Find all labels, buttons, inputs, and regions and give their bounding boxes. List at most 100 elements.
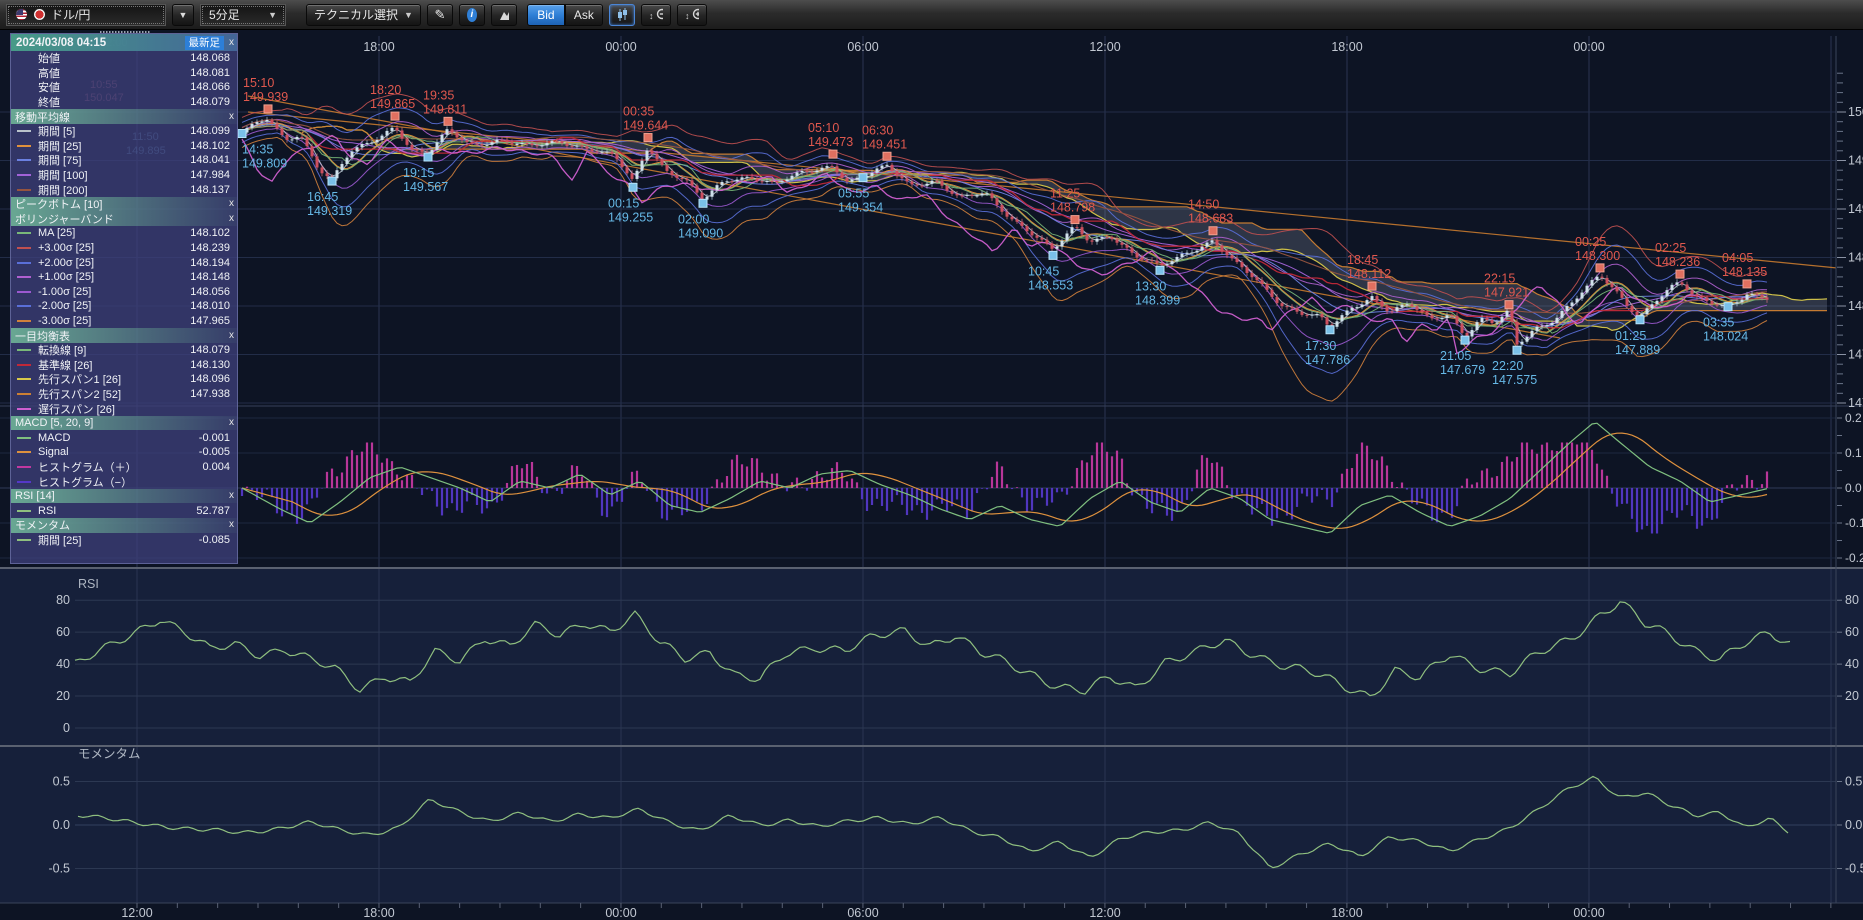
section-title: モメンタム [15, 517, 70, 533]
info-button[interactable]: i [459, 4, 485, 26]
indicator-panel[interactable]: 2024/03/08 04:15最新足x始値148.068高値148.081安値… [10, 33, 238, 564]
indicator-section-header: ボリンジャーバンド x [11, 212, 237, 227]
indicator-label: MA [25] [38, 227, 184, 239]
indicator-label: +2.00σ [25] [38, 257, 184, 269]
bottom-marker [1326, 326, 1334, 334]
draw-tool-button[interactable]: ✎ [427, 4, 453, 26]
peak-marker [264, 105, 272, 113]
trading-app-window: ドル/円 ▼ 5分足 ▼ テクニカル選択 ▼ ✎ i Bid Ask [0, 0, 1863, 920]
bottom-price-label: 147.786 [1305, 353, 1350, 367]
price-axis-label: 149 [1848, 202, 1863, 216]
indicator-row: 期間 [200]148.137 [11, 182, 237, 197]
section-title: RSI [14] [15, 490, 55, 502]
indicator-row: ヒストグラム（−） [11, 474, 237, 489]
peak-time-label: 11:25 [1050, 187, 1080, 201]
section-close-button[interactable]: x [229, 110, 234, 124]
ohlc-label: 終値 [38, 94, 184, 110]
peak-price-label: 147.921 [1484, 286, 1529, 300]
bottom-price-label: 147.679 [1440, 363, 1485, 377]
pair-dropdown-button[interactable]: ▼ [172, 4, 194, 26]
peak-price-label: 148.300 [1575, 249, 1620, 263]
bid-button[interactable]: Bid [527, 4, 565, 26]
macd-axis-label: 0.2 [1845, 411, 1862, 425]
time-axis-label-top: 18:00 [363, 40, 394, 54]
line-swatch-icon [17, 393, 31, 395]
bottom-price-label: 149.090 [678, 226, 723, 240]
indicator-label: Signal [38, 446, 193, 458]
indicator-label: 期間 [25] [38, 138, 184, 154]
line-swatch-icon [17, 305, 31, 307]
section-close-button[interactable]: x [229, 489, 234, 503]
timeframe-selector[interactable]: 5分足 ▼ [200, 4, 286, 26]
currency-pair-selector[interactable]: ドル/円 [6, 4, 166, 26]
time-axis-label-top: 06:00 [847, 40, 878, 54]
time-axis-label-bottom: 00:00 [605, 906, 636, 920]
rsi-pane-bg [0, 568, 1863, 746]
bottom-price-label: 149.354 [838, 201, 883, 215]
indicator-section-header: 移動平均線x [11, 109, 237, 124]
bottom-marker [1049, 251, 1057, 259]
indicator-value: 148.239 [190, 242, 230, 254]
chart-canvas[interactable]: 15:10149.93918:20149.86519:35149.81100:3… [0, 0, 1863, 920]
indicator-value: 148.096 [190, 373, 230, 385]
indicator-label: +1.00σ [25] [38, 271, 184, 283]
time-axis-label-bottom: 12:00 [121, 906, 152, 920]
peak-time-label: 14:50 [1188, 198, 1219, 212]
time-axis-label-bottom: 18:00 [363, 906, 394, 920]
rsi-axis-label-right: 80 [1845, 593, 1859, 607]
line-swatch-icon [17, 247, 31, 249]
indicator-label: 期間 [5] [38, 123, 184, 139]
panel-datetime: 2024/03/08 04:15 [16, 37, 106, 49]
peak-price-label: 148.683 [1188, 212, 1233, 226]
technical-select-button[interactable]: テクニカル選択 ▼ [306, 4, 421, 26]
price-axis-label: 147 [1848, 396, 1863, 410]
indicator-row: ヒストグラム（＋）0.004 [11, 460, 237, 475]
candlestick-chart-button[interactable] [609, 4, 635, 26]
peak-time-label: 22:15 [1484, 272, 1515, 286]
bottom-price-label: 149.809 [242, 157, 287, 171]
momentum-axis-label-right: -0.5 [1845, 862, 1863, 876]
ask-button[interactable]: Ask [565, 4, 603, 26]
line-swatch-icon [17, 159, 31, 161]
indicator-row: +3.00σ [25]148.239 [11, 241, 237, 256]
bottom-price-label: 148.399 [1135, 293, 1180, 307]
section-close-button[interactable]: x [229, 518, 234, 532]
bottom-marker [859, 174, 867, 182]
zoom-out-icon: ↕ [649, 7, 663, 23]
area-chart-button[interactable] [491, 4, 517, 26]
indicator-row: MACD-0.001 [11, 430, 237, 445]
bottom-marker [1461, 336, 1469, 344]
bottom-price-label: 148.024 [1703, 330, 1748, 344]
section-close-button[interactable]: x [229, 212, 234, 226]
indicator-row: -3.00σ [25]147.965 [11, 314, 237, 329]
bottom-price-label: 147.889 [1615, 343, 1660, 357]
zoom-in-button[interactable]: ↕ [677, 4, 707, 26]
peak-price-label: 149.811 [423, 102, 467, 116]
section-close-button[interactable]: x [229, 329, 234, 343]
indicator-value: 148.130 [190, 359, 230, 371]
ohlc-row: 始値148.068 [11, 51, 237, 66]
peak-time-label: 05:10 [808, 121, 839, 135]
rsi-axis-label-left: 60 [56, 625, 70, 639]
section-close-button[interactable]: x [229, 416, 234, 430]
section-close-button[interactable]: x [229, 197, 234, 211]
peak-price-label: 149.939 [243, 90, 288, 104]
indicator-section-header: 一目均衡表 x [11, 328, 237, 343]
indicator-value: 148.010 [190, 300, 230, 312]
panel-close-button[interactable]: x [229, 36, 234, 50]
peak-price-label: 149.473 [808, 135, 853, 149]
peak-marker [644, 134, 652, 142]
section-title: ボリンジャーバンド [15, 211, 114, 227]
indicator-value: 0.004 [202, 461, 230, 473]
indicator-label: 期間 [25] [38, 532, 193, 548]
rsi-pane-title: RSI [78, 577, 99, 591]
bottom-price-label: 149.319 [307, 204, 352, 218]
section-title: 一目均衡表 [15, 328, 70, 344]
bottom-time-label: 02:00 [678, 212, 709, 226]
ohlc-label: 始値 [38, 50, 184, 66]
rsi-axis-label-left: 80 [56, 593, 70, 607]
zoom-out-button[interactable]: ↕ [641, 4, 671, 26]
indicator-row: 期間 [5]148.099 [11, 124, 237, 139]
bottom-time-label: 22:20 [1492, 359, 1523, 373]
peak-time-label: 18:20 [370, 83, 401, 97]
